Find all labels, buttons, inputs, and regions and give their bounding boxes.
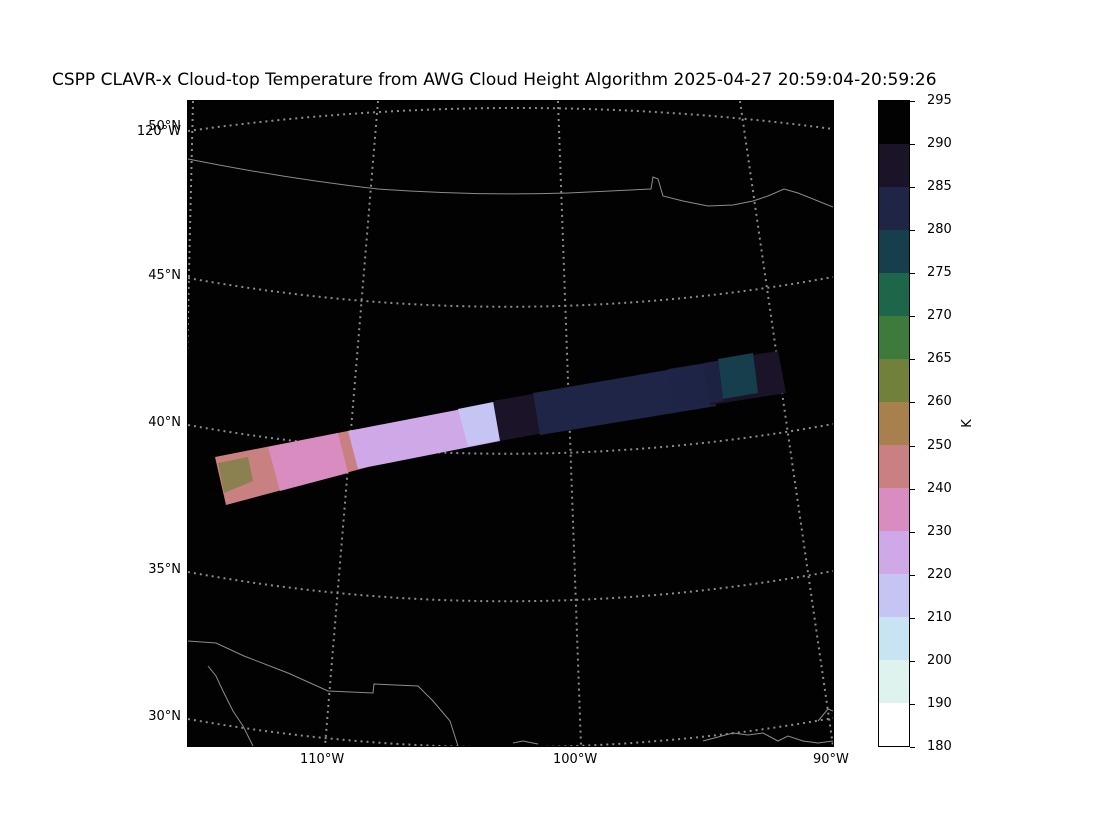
gridline-lon-110 [188, 101, 194, 359]
colorbar-segment [879, 187, 909, 230]
lon-label-100: 100°W [553, 752, 598, 767]
swath-segment-teal [718, 353, 758, 399]
swath-segment-west-pink [268, 433, 348, 491]
colorbar-tick [910, 747, 915, 748]
gridline-lat-30 [188, 717, 833, 746]
colorbar-tick-label: 265 [927, 351, 952, 367]
swath-segment-green-patches [218, 457, 253, 493]
colorbar-segment [879, 144, 909, 187]
colorbar-tick-label: 290 [927, 136, 952, 152]
colorbar-segment [879, 402, 909, 445]
colorbar-tick-label: 210 [927, 609, 952, 625]
colorbar-tick [910, 445, 915, 447]
colorbar-tick-label: 200 [927, 652, 952, 668]
colorbar-tick-label: 260 [927, 394, 952, 410]
gulf-coast-west [512, 740, 539, 745]
map-canvas [188, 101, 833, 746]
colorbar-tick [910, 187, 915, 189]
colorbar-tick [910, 703, 915, 705]
colorbar-tick [910, 230, 915, 232]
lat-label-40: 40°N [148, 415, 181, 430]
us-mexico-border [188, 640, 459, 746]
lon-label-120: 120°W [136, 124, 181, 139]
gridline-lon-90 [739, 101, 833, 746]
colorbar-tick-label: 190 [927, 695, 952, 711]
colorbar-segment [879, 101, 909, 144]
colorbar-tick [910, 574, 915, 576]
colorbar-tick [910, 359, 915, 361]
colorbar-tick [910, 402, 915, 404]
colorbar-tick-label: 240 [927, 480, 952, 496]
us-canada-border [188, 158, 833, 208]
swath-segment-mid-dark [493, 393, 544, 441]
colorbar-segment [879, 316, 909, 359]
colorbar-tick-label: 180 [927, 739, 952, 754]
gridline-lat-40 [188, 423, 833, 455]
colorbar-tick [910, 144, 915, 146]
coastlines [188, 158, 833, 746]
colorbar-tick-label: 230 [927, 523, 952, 539]
colorbar-tick-label: 220 [927, 566, 952, 582]
gridline-lat-45 [188, 276, 833, 308]
colorbar-tick [910, 488, 915, 490]
colorbar-tick-label: 295 [927, 93, 952, 108]
colorbar-unit-label: K [959, 419, 975, 428]
colorbar-tick-label: 275 [927, 265, 952, 281]
colorbar-segment [879, 531, 909, 574]
colorbar-segment [879, 703, 909, 746]
figure-title: CSPP CLAVR-x Cloud-top Temperature from … [52, 70, 937, 90]
lat-label-30: 30°N [148, 709, 181, 724]
lat-label-50: 50°N [148, 119, 181, 134]
colorbar-segment [879, 230, 909, 273]
colorbar-tick-label: 250 [927, 437, 952, 453]
colorbar-segment [879, 445, 909, 488]
colorbar [878, 100, 910, 747]
colorbar-segment [879, 359, 909, 402]
colorbar-segment [879, 273, 909, 316]
colorbar-tick [910, 273, 915, 275]
colorbar-segment [879, 660, 909, 703]
swath-segment-tail [668, 361, 723, 409]
graticule [188, 101, 833, 746]
gridline-lat-35 [188, 570, 833, 603]
colorbar-tick-label: 285 [927, 179, 952, 195]
colorbar-tick [910, 617, 915, 619]
gridline-lat-50 [188, 107, 833, 132]
colorbar-tick-label: 270 [927, 308, 952, 324]
lat-label-35: 35°N [148, 562, 181, 577]
baja-coast [207, 665, 254, 746]
lon-label-90: 90°W [813, 752, 849, 767]
colorbar-tick [910, 531, 915, 533]
colorbar-tick-label: 280 [927, 222, 952, 238]
cloud-swath [215, 351, 786, 505]
colorbar-segment [879, 488, 909, 531]
colorbar-tick [910, 660, 915, 662]
gulf-coast-florida [817, 708, 833, 722]
colorbar-segment [879, 574, 909, 617]
colorbar-segment [879, 617, 909, 660]
colorbar-tick [910, 316, 915, 318]
lat-label-45: 45°N [148, 268, 181, 283]
map-panel [187, 100, 834, 747]
colorbar-tick [910, 101, 915, 102]
lon-label-110: 110°W [300, 752, 345, 767]
swath-segment-mid-light [458, 401, 506, 446]
gulf-coast-east [702, 732, 833, 744]
